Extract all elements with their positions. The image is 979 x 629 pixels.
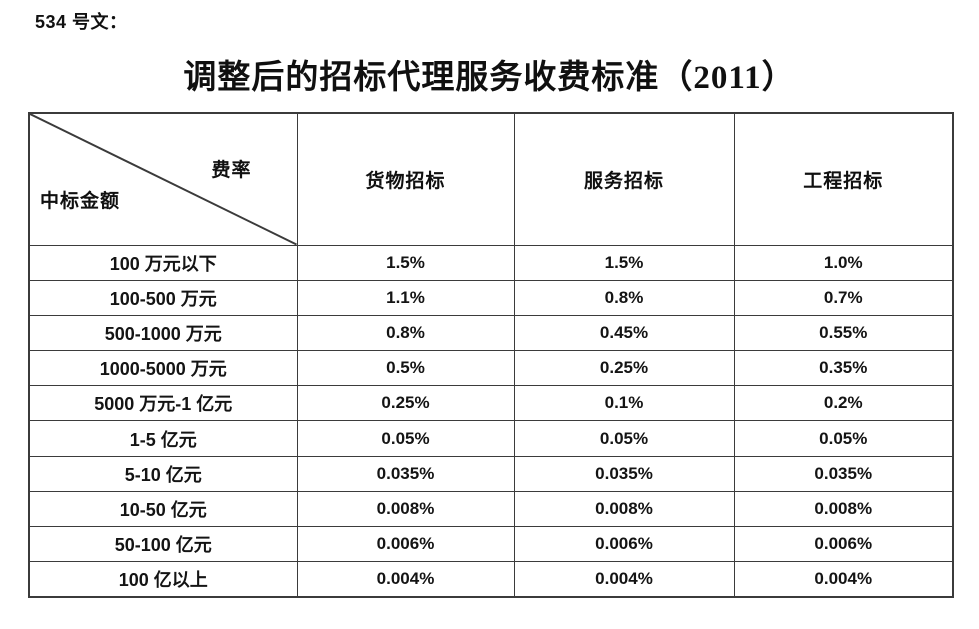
- row-label: 500-1000 万元: [28, 314, 298, 352]
- rate-cell: 0.5%: [296, 350, 515, 387]
- rate-cell: 0.006%: [733, 525, 954, 563]
- rate-cell: 0.006%: [296, 525, 515, 563]
- corner-label-bid-amount: 中标金额: [40, 190, 121, 212]
- corner-header-cell: 费率 中标金额: [28, 112, 298, 246]
- rate-cell: 0.05%: [296, 420, 515, 457]
- corner-label-fee-rate: 费率: [211, 160, 252, 181]
- rate-cell: 0.004%: [733, 561, 954, 598]
- row-label: 1000-5000 万元: [28, 350, 298, 387]
- page-title: 调整后的招标代理服务收费标准（2011）: [183, 60, 796, 96]
- rate-cell: 0.7%: [733, 279, 954, 316]
- rate-cell: 0.1%: [513, 385, 735, 422]
- doc-number-label: 534 号文：: [35, 12, 128, 32]
- rate-cell: 0.035%: [296, 455, 515, 492]
- row-label: 50-100 亿元: [28, 525, 298, 563]
- rate-cell: 0.25%: [513, 350, 735, 387]
- table-row: 1000-5000 万元 0.5% 0.25% 0.35%: [28, 350, 954, 387]
- row-label: 5000 万元-1 亿元: [28, 385, 298, 422]
- row-label: 100 亿以上: [28, 561, 298, 598]
- row-label: 100-500 万元: [28, 279, 298, 316]
- row-label: 10-50 亿元: [28, 490, 298, 528]
- column-header-goods: 货物招标: [296, 112, 515, 246]
- rate-cell: 0.45%: [513, 314, 735, 352]
- rate-cell: 0.004%: [513, 561, 735, 598]
- rate-cell: 0.008%: [513, 490, 735, 528]
- rate-cell: 1.5%: [513, 244, 735, 281]
- rate-cell: 1.1%: [296, 279, 515, 316]
- rate-cell: 0.8%: [296, 314, 515, 352]
- rate-cell: 0.05%: [733, 420, 954, 457]
- rate-cell: 1.0%: [733, 244, 954, 281]
- rate-cell: 0.2%: [733, 385, 954, 422]
- table-row: 5-10 亿元 0.035% 0.035% 0.035%: [28, 455, 954, 492]
- rate-cell: 0.8%: [513, 279, 735, 316]
- rate-cell: 0.008%: [733, 490, 954, 528]
- table-row: 5000 万元-1 亿元 0.25% 0.1% 0.2%: [28, 385, 954, 422]
- rate-cell: 0.035%: [513, 455, 735, 492]
- rate-cell: 0.35%: [733, 350, 954, 387]
- rate-cell: 1.5%: [296, 244, 515, 281]
- rate-cell: 0.004%: [296, 561, 515, 598]
- row-label: 1-5 亿元: [28, 420, 298, 457]
- fee-rate-table: 费率 中标金额 货物招标 服务招标 工程招标 100 万元以下 1.5% 1.5…: [28, 112, 954, 598]
- column-header-service: 服务招标: [513, 112, 735, 246]
- rate-cell: 0.008%: [296, 490, 515, 528]
- rate-cell: 0.006%: [513, 525, 735, 563]
- table-row: 100 亿以上 0.004% 0.004% 0.004%: [28, 561, 954, 598]
- diagonal-divider-line: [30, 114, 296, 244]
- rate-cell: 0.25%: [296, 385, 515, 422]
- rate-cell: 0.035%: [733, 455, 954, 492]
- rate-cell: 0.55%: [733, 314, 954, 352]
- table-row: 10-50 亿元 0.008% 0.008% 0.008%: [28, 490, 954, 528]
- table-row: 50-100 亿元 0.006% 0.006% 0.006%: [28, 525, 954, 563]
- column-header-engineering: 工程招标: [733, 112, 954, 246]
- table-row: 100-500 万元 1.1% 0.8% 0.7%: [28, 279, 954, 316]
- table-header-row: 费率 中标金额 货物招标 服务招标 工程招标: [28, 112, 954, 246]
- table-row: 500-1000 万元 0.8% 0.45% 0.55%: [28, 314, 954, 352]
- table-row: 100 万元以下 1.5% 1.5% 1.0%: [28, 244, 954, 281]
- row-label: 5-10 亿元: [28, 455, 298, 492]
- row-label: 100 万元以下: [28, 244, 298, 281]
- rate-cell: 0.05%: [513, 420, 735, 457]
- table-row: 1-5 亿元 0.05% 0.05% 0.05%: [28, 420, 954, 457]
